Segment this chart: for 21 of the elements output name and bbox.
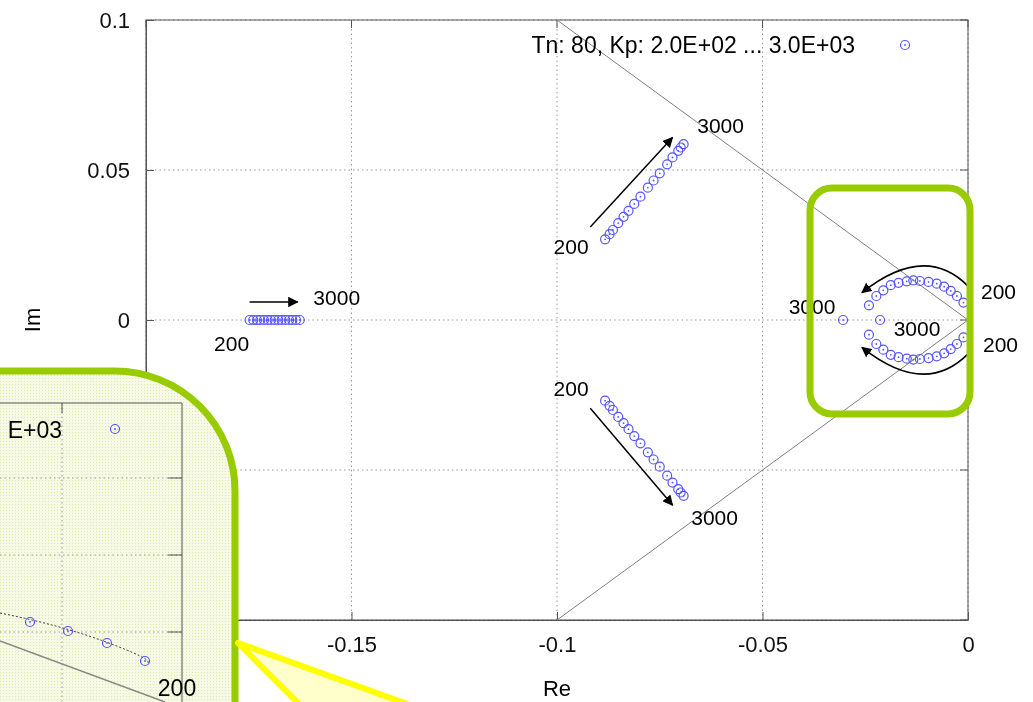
text: 200 <box>157 675 197 702</box>
x-tick-label: 0 <box>962 631 975 657</box>
legend-label: Tn: 80, Kp: 2.0E+02 ... 3.0E+03 <box>531 32 855 59</box>
annotation: 3000 <box>313 286 361 310</box>
x-tick-label: -0.15 <box>326 631 378 657</box>
annotation: 200 <box>214 332 250 356</box>
annotation: 3000 <box>697 113 744 137</box>
y-tick-label: 0.05 <box>87 157 130 183</box>
x-axis-title: Re <box>542 676 572 701</box>
y-axis-title: Im <box>20 307 45 333</box>
x-tick-label: -0.1 <box>538 631 577 657</box>
annotation: 200 <box>553 377 589 401</box>
annotation: 200 <box>980 279 1016 303</box>
x-tick-label: -0.05 <box>737 631 789 657</box>
annotation: 3000 <box>691 506 738 530</box>
annotation: 3000 <box>893 317 941 341</box>
y-tick-label: 0.1 <box>99 7 130 33</box>
text: E+03 <box>7 417 62 444</box>
annotation: 200 <box>553 234 589 258</box>
annotation: 200 <box>982 332 1018 356</box>
y-tick-label: 0 <box>117 307 130 333</box>
